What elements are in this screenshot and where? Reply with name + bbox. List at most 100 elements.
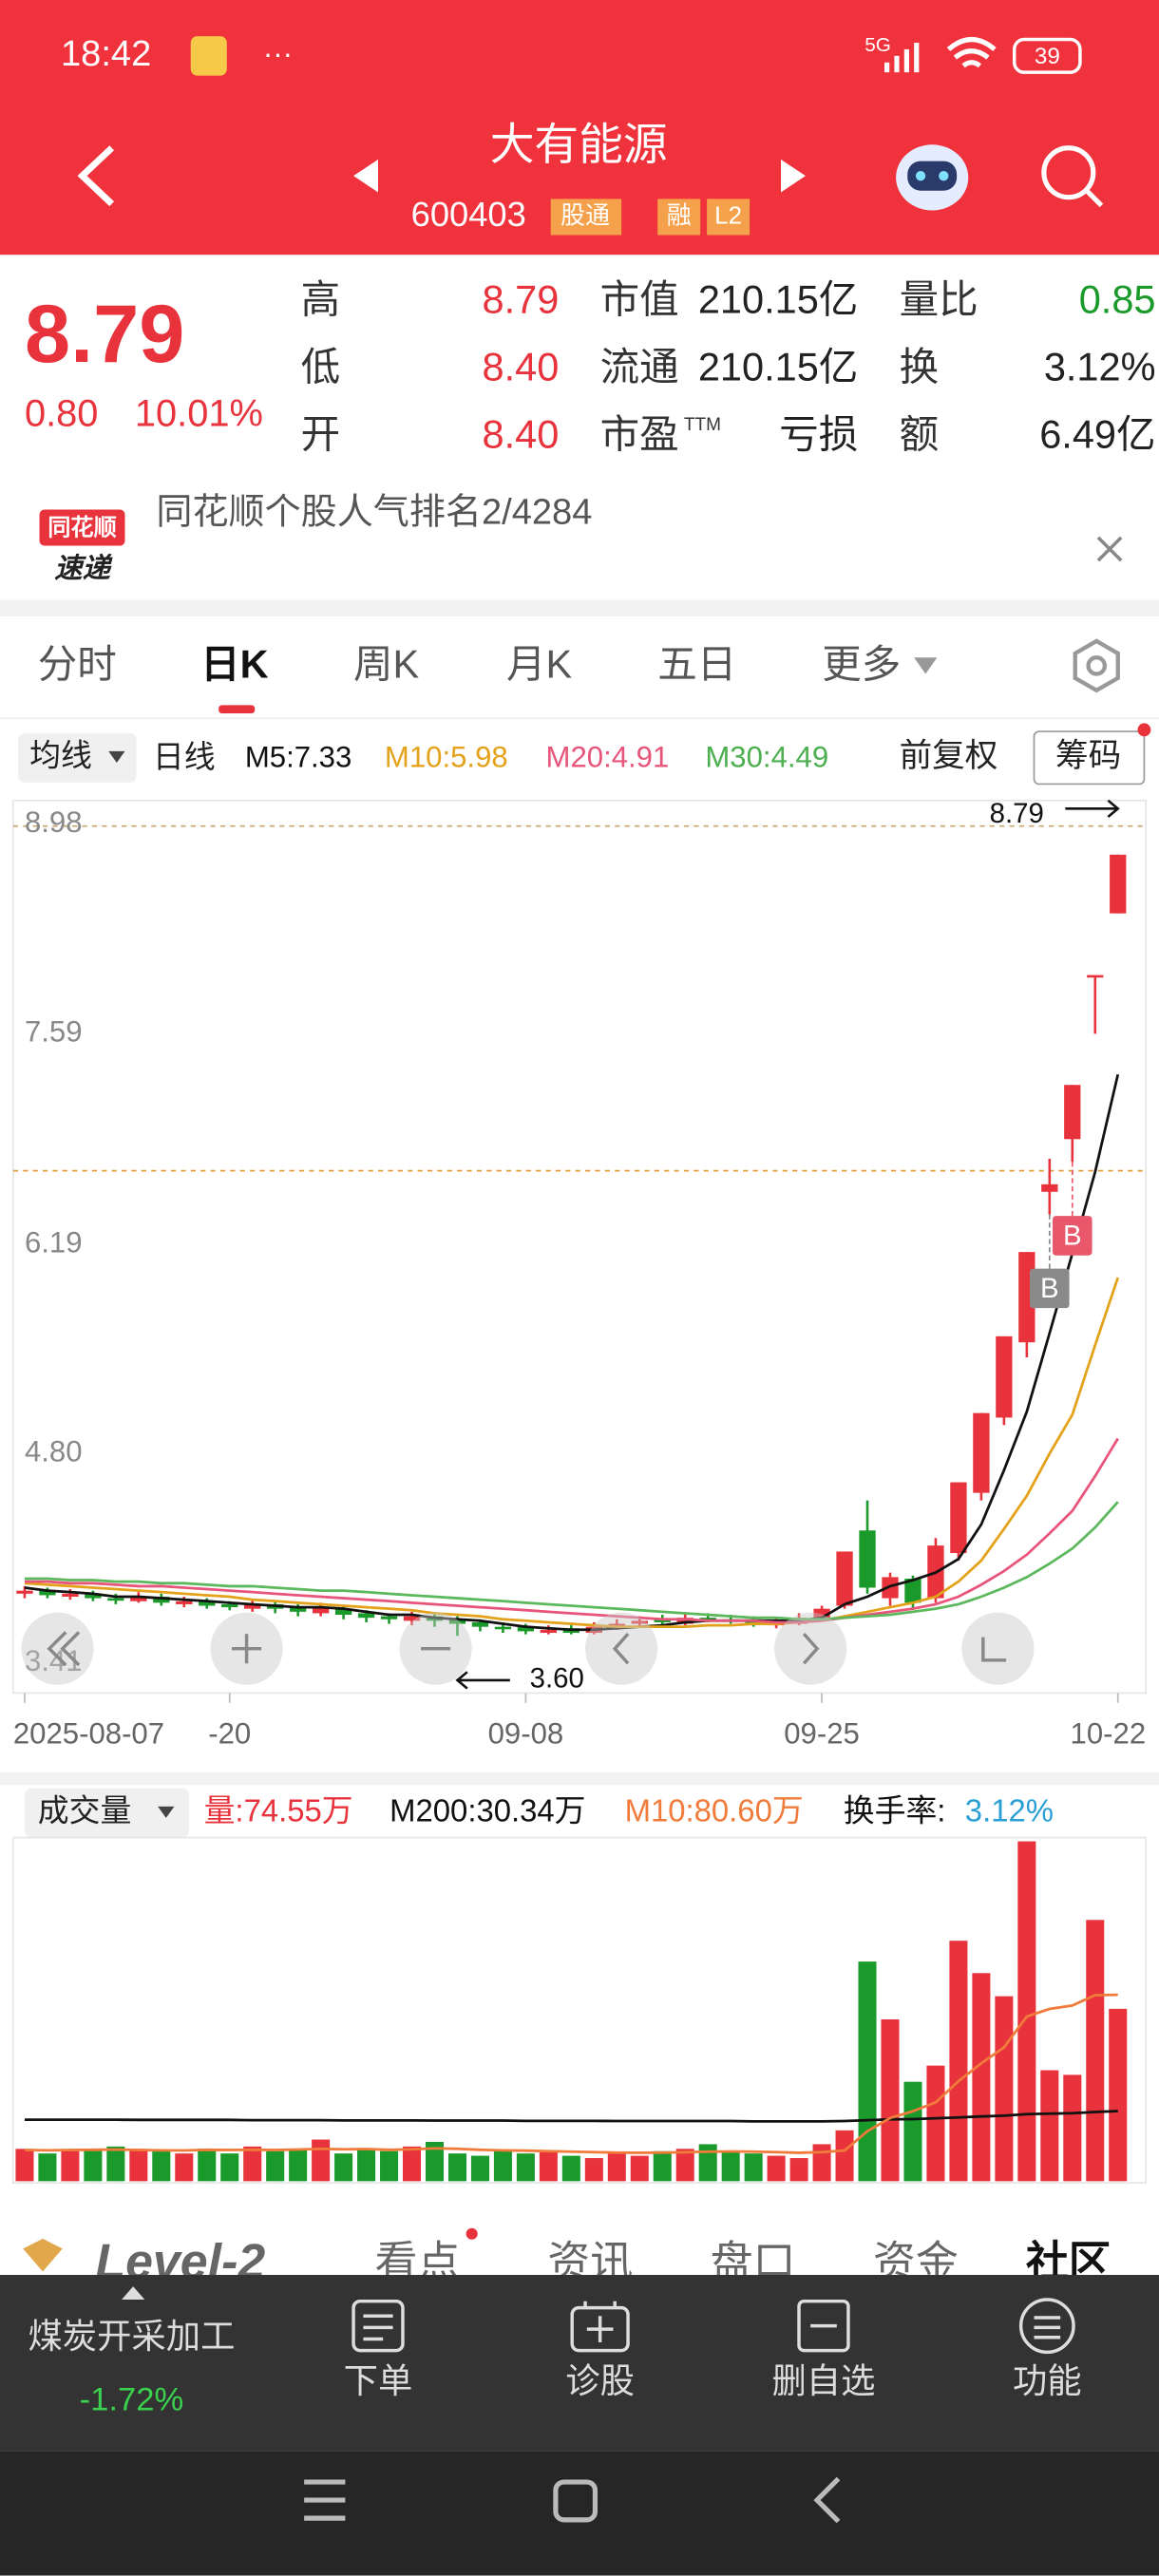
candle-body	[996, 1335, 1013, 1418]
vol-selector-bg[interactable]	[24, 1788, 190, 1838]
chart-control[interactable]	[774, 1612, 847, 1685]
badge	[466, 2227, 478, 2240]
ma-line	[24, 1501, 1119, 1621]
candle-body	[357, 1613, 375, 1619]
candle-body	[199, 1601, 216, 1606]
volume-bar	[881, 2018, 900, 2182]
system-buttons[interactable]	[304, 2476, 841, 2524]
ma-selector-bg[interactable]	[18, 732, 137, 783]
back-button[interactable]	[77, 145, 115, 207]
chips-button[interactable]	[1033, 730, 1146, 786]
ma-selector[interactable]: 均线	[29, 737, 92, 772]
wifi	[946, 36, 997, 68]
volume-bar	[357, 2149, 376, 2182]
trade-mark	[1030, 1268, 1070, 1309]
candle-body	[608, 1623, 625, 1627]
volume-bar	[516, 2153, 535, 2182]
tab-underline	[218, 705, 256, 714]
search-button[interactable]	[1041, 145, 1104, 208]
footer-action[interactable]: 下单	[344, 2361, 413, 2400]
tag: L2	[714, 202, 742, 229]
stat-label: 流通	[600, 344, 679, 388]
volume-bar	[926, 2065, 945, 2182]
stat-value: 0.85	[1079, 276, 1156, 321]
chart-control-icon	[47, 1631, 81, 1667]
stat-label: 低	[301, 344, 341, 388]
volume-bar	[812, 2144, 831, 2182]
chart-control[interactable]	[585, 1612, 658, 1685]
candle-body	[517, 1626, 535, 1632]
candle-body	[448, 1619, 466, 1624]
candle-body	[130, 1596, 147, 1601]
ma-line	[24, 1277, 1120, 1629]
bottom-tabs-bg	[0, 2194, 1159, 2277]
y-tick-label: 7.59	[25, 1014, 83, 1048]
chart-control-icon	[231, 1634, 262, 1664]
volume-bar	[289, 2149, 308, 2182]
volume-bar	[653, 2150, 672, 2182]
footer-action[interactable]: 功能	[1013, 2361, 1082, 2400]
stat-label: 开	[301, 411, 341, 456]
settings-button[interactable]	[1073, 638, 1120, 693]
stat-label: 量比	[900, 276, 978, 321]
tab[interactable]: 日K	[200, 642, 269, 687]
ma10-label: M10:5.98	[385, 741, 508, 774]
candle-body	[16, 1590, 33, 1594]
robot-button[interactable]	[896, 144, 969, 211]
vol-m200: M200:30.34万	[390, 1792, 585, 1828]
candle-body	[107, 1598, 124, 1601]
chart-control[interactable]	[961, 1612, 1035, 1685]
next-stock[interactable]	[780, 159, 806, 193]
prev-stock[interactable]	[353, 159, 379, 193]
footer	[0, 2275, 1159, 2452]
banner	[0, 476, 1159, 600]
tab[interactable]: 更多	[822, 642, 901, 687]
candle-body	[540, 1629, 558, 1634]
sector-change: -1.72%	[80, 2381, 184, 2417]
low-label: 3.60	[530, 1663, 584, 1695]
volume-bar	[1086, 1920, 1105, 2182]
volume-ma-line	[24, 2110, 1118, 2123]
vol-selector[interactable]: 成交量	[38, 1792, 132, 1828]
volume-bar	[607, 2153, 626, 2182]
tab[interactable]: 五日	[657, 642, 736, 687]
stat-value: 8.40	[483, 344, 560, 388]
candle-body	[950, 1482, 967, 1554]
candle-body	[494, 1626, 512, 1630]
sector[interactable]: 煤炭开采加工	[28, 2317, 235, 2356]
x-tick-label: 10-22	[1071, 1717, 1147, 1751]
vol-m10: M10:80.60万	[625, 1792, 804, 1828]
tag-bg	[550, 199, 622, 236]
ma5-label: M5:7.33	[245, 741, 352, 774]
chart-control[interactable]	[21, 1612, 94, 1685]
tag: 股通	[560, 202, 610, 229]
volume-bar	[470, 2155, 489, 2182]
adjust[interactable]: 前复权	[900, 738, 998, 774]
candle-body	[62, 1593, 79, 1597]
separator	[0, 599, 1159, 616]
logo-top: 同花顺	[48, 516, 117, 541]
volume-bar	[630, 2155, 649, 2182]
candle-body	[859, 1530, 876, 1588]
stat-label: 高	[301, 276, 341, 321]
tag-bg	[707, 199, 750, 236]
high-arrow	[1065, 799, 1120, 818]
close-banner[interactable]	[1096, 536, 1123, 562]
dropdown-arrow	[914, 657, 938, 674]
chips[interactable]: 筹码	[1055, 738, 1121, 774]
volume-bar	[106, 2146, 125, 2182]
footer-action[interactable]: 删自选	[771, 2361, 875, 2400]
candle-body	[1110, 854, 1127, 914]
ma30-label: M30:4.49	[705, 741, 828, 774]
dropdown-arrow	[158, 1806, 175, 1818]
tab[interactable]: 分时	[38, 642, 117, 687]
footer-action[interactable]: 诊股	[565, 2361, 635, 2400]
candle-body	[699, 1618, 716, 1620]
volume-bar	[334, 2153, 353, 2182]
price: 8.79	[25, 289, 184, 380]
tab[interactable]: 月K	[506, 642, 573, 687]
volume-bar	[584, 2158, 603, 2182]
candle-body	[1041, 1184, 1058, 1192]
tab[interactable]: 周K	[353, 642, 420, 687]
